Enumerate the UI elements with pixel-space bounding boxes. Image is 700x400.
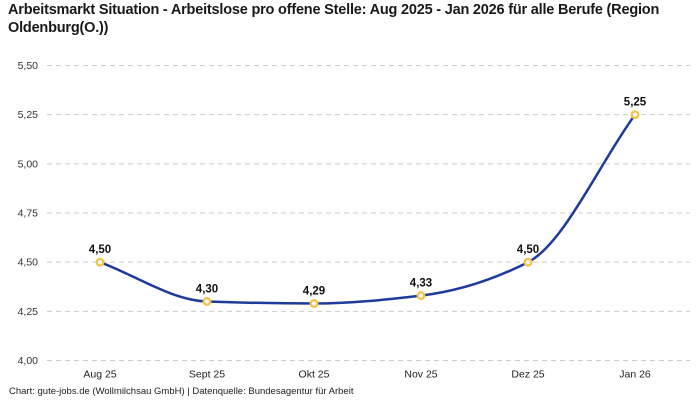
y-axis-tick-label: 5,50 <box>18 60 39 72</box>
series-line <box>98 113 637 305</box>
x-axis-tick-label: Aug 25 <box>83 369 116 381</box>
data-point-marker[interactable] <box>309 299 319 308</box>
data-point-label: 4,30 <box>196 284 218 296</box>
y-axis-tick-label: 4,50 <box>18 257 39 269</box>
data-point-marker[interactable] <box>523 257 533 267</box>
chart-credit: Chart: gute-jobs.de (Wollmilchsau GmbH) … <box>9 386 354 397</box>
chart-title: Arbeitsmarkt Situation - Arbeitslose pro… <box>8 2 660 36</box>
x-axis-tick-label: Nov 25 <box>404 369 437 381</box>
data-point-label: 4,33 <box>410 278 432 290</box>
y-axis-tick-label: 5,25 <box>18 109 39 121</box>
data-point-marker[interactable] <box>95 257 105 267</box>
x-axis-tick-label: Jan 26 <box>619 369 651 381</box>
x-axis-tick-label: Dez 25 <box>511 369 544 381</box>
data-point-label: 4,50 <box>89 244 111 256</box>
data-point-label: 4,29 <box>303 285 325 297</box>
data-point-marker[interactable] <box>630 110 640 120</box>
x-axis-tick-label: Okt 25 <box>299 369 330 381</box>
y-axis-tick-label: 5,00 <box>18 158 39 170</box>
x-axis-tick-label: Sept 25 <box>189 369 225 381</box>
data-point-label: 4,50 <box>517 244 539 256</box>
y-axis-tick-label: 4,00 <box>18 355 39 367</box>
data-point-label: 5,25 <box>624 97 647 109</box>
y-axis-tick-label: 4,25 <box>18 306 39 318</box>
data-point-marker[interactable] <box>416 291 426 301</box>
y-axis-tick-label: 4,75 <box>18 208 39 220</box>
data-point-marker[interactable] <box>202 297 212 306</box>
